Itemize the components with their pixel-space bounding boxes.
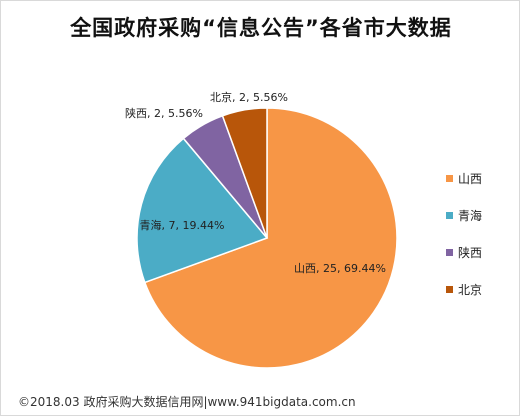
legend-swatch [446,212,453,219]
legend-item-shaanxi: 陕西 [446,244,482,261]
legend-item-beijing: 北京 [446,281,482,298]
data-label-beijing: 北京, 2, 5.56% [210,90,288,104]
data-label-qinghai: 青海, 7, 19.44% [140,218,225,232]
data-label-shanxi: 山西, 25, 69.44% [294,262,386,275]
legend-label: 山西 [458,172,483,186]
legend-item-shanxi: 山西 [446,170,482,187]
pie-slice-qinghai [136,137,269,284]
legend-label: 青海 [458,209,483,223]
chart-title: 全国政府采购“信息公告”各省市大数据 [70,16,452,40]
footer-credit: ©2018.03 政府采购大数据信用网|www.941bigdata.com.c… [18,395,356,409]
legend-swatch [446,175,453,182]
legend-label: 北京 [458,283,483,297]
data-label-shaanxi: 陕西, 2, 5.56% [125,106,203,120]
legend-item-qinghai: 青海 [446,207,482,224]
pie-slice-beijing [221,107,268,239]
legend-label: 陕西 [458,246,483,260]
pie-slice-shanxi [143,107,398,369]
legend-swatch [446,286,453,293]
legend-swatch [446,249,453,256]
chart-legend: 山西 青海 陕西 北京 [446,170,482,318]
